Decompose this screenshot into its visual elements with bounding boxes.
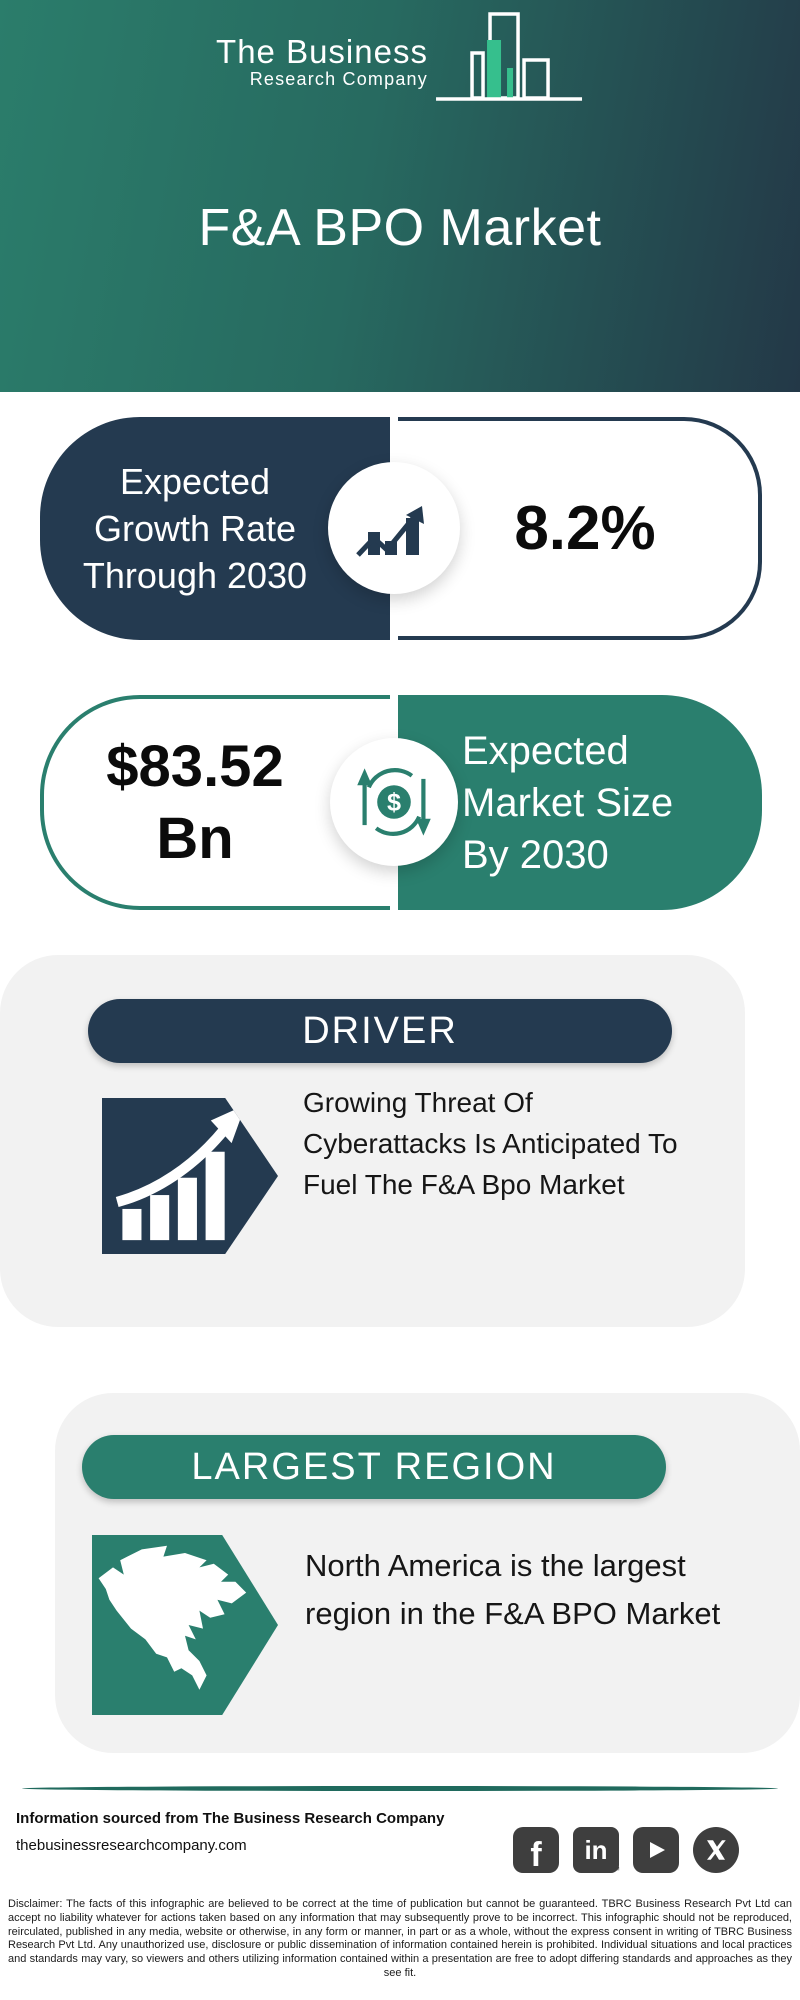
linkedin-icon[interactable]: in ™ — [573, 1827, 620, 1875]
x-twitter-icon[interactable] — [693, 1827, 739, 1873]
growth-bars-icon — [115, 1104, 246, 1241]
logo-line1: The Business — [216, 33, 428, 70]
x-logo-glyph — [707, 1840, 726, 1860]
youtube-play-glyph — [650, 1842, 665, 1858]
driver-text: Growing Threat Of Cyberattacks Is Antici… — [303, 1087, 678, 1200]
market-size-icon-badge: $ — [330, 738, 458, 866]
company-website-url[interactable]: thebusinessresearchcompany.com — [16, 1837, 247, 1854]
growth-rate-label-pill: Expected Growth Rate Through 2030 — [40, 417, 390, 640]
north-america-map-icon — [98, 1545, 247, 1690]
growth-rate-icon-badge — [328, 462, 460, 594]
facebook-icon[interactable]: f — [513, 1827, 559, 1873]
largest-region-text: North America is the largest region in t… — [305, 1548, 721, 1631]
market-size-label: Expected Market Size By 2030 — [462, 728, 674, 877]
market-size-value: $83.52 Bn — [106, 733, 284, 871]
footer-divider-line — [22, 1786, 778, 1791]
logo-bar-chart-icon — [435, 12, 582, 101]
growth-rate-value: 8.2% — [514, 494, 656, 563]
disclaimer-text: Disclaimer: The facts of this infographi… — [8, 1898, 792, 1979]
page-title: F&A BPO Market — [198, 199, 602, 257]
youtube-icon[interactable] — [633, 1827, 679, 1873]
linkedin-trademark: ™ — [611, 1865, 620, 1875]
source-attribution: Information sourced from The Business Re… — [16, 1810, 445, 1827]
social-icons-row: f in ™ — [513, 1827, 739, 1875]
driver-title: DRIVER — [302, 1009, 458, 1052]
header-banner: The Business Research Company F&A BPO Ma… — [0, 0, 800, 392]
dollar-cycle-icon: $ — [357, 768, 431, 836]
company-logo: The Business Research Company — [216, 8, 584, 103]
svg-text:$: $ — [387, 788, 401, 816]
market-size-label-pill — [398, 695, 762, 910]
growth-rate-label: Expected Growth Rate Through 2030 — [82, 461, 308, 596]
logo-line2: Research Company — [249, 69, 428, 89]
company-logo-text: The Business Research Company — [216, 33, 428, 90]
largest-region-title-pill: LARGEST REGION — [82, 1435, 666, 1499]
largest-region-title: LARGEST REGION — [191, 1445, 557, 1488]
bar-chart-trend-icon — [356, 506, 424, 557]
driver-title-pill: DRIVER — [88, 999, 672, 1063]
